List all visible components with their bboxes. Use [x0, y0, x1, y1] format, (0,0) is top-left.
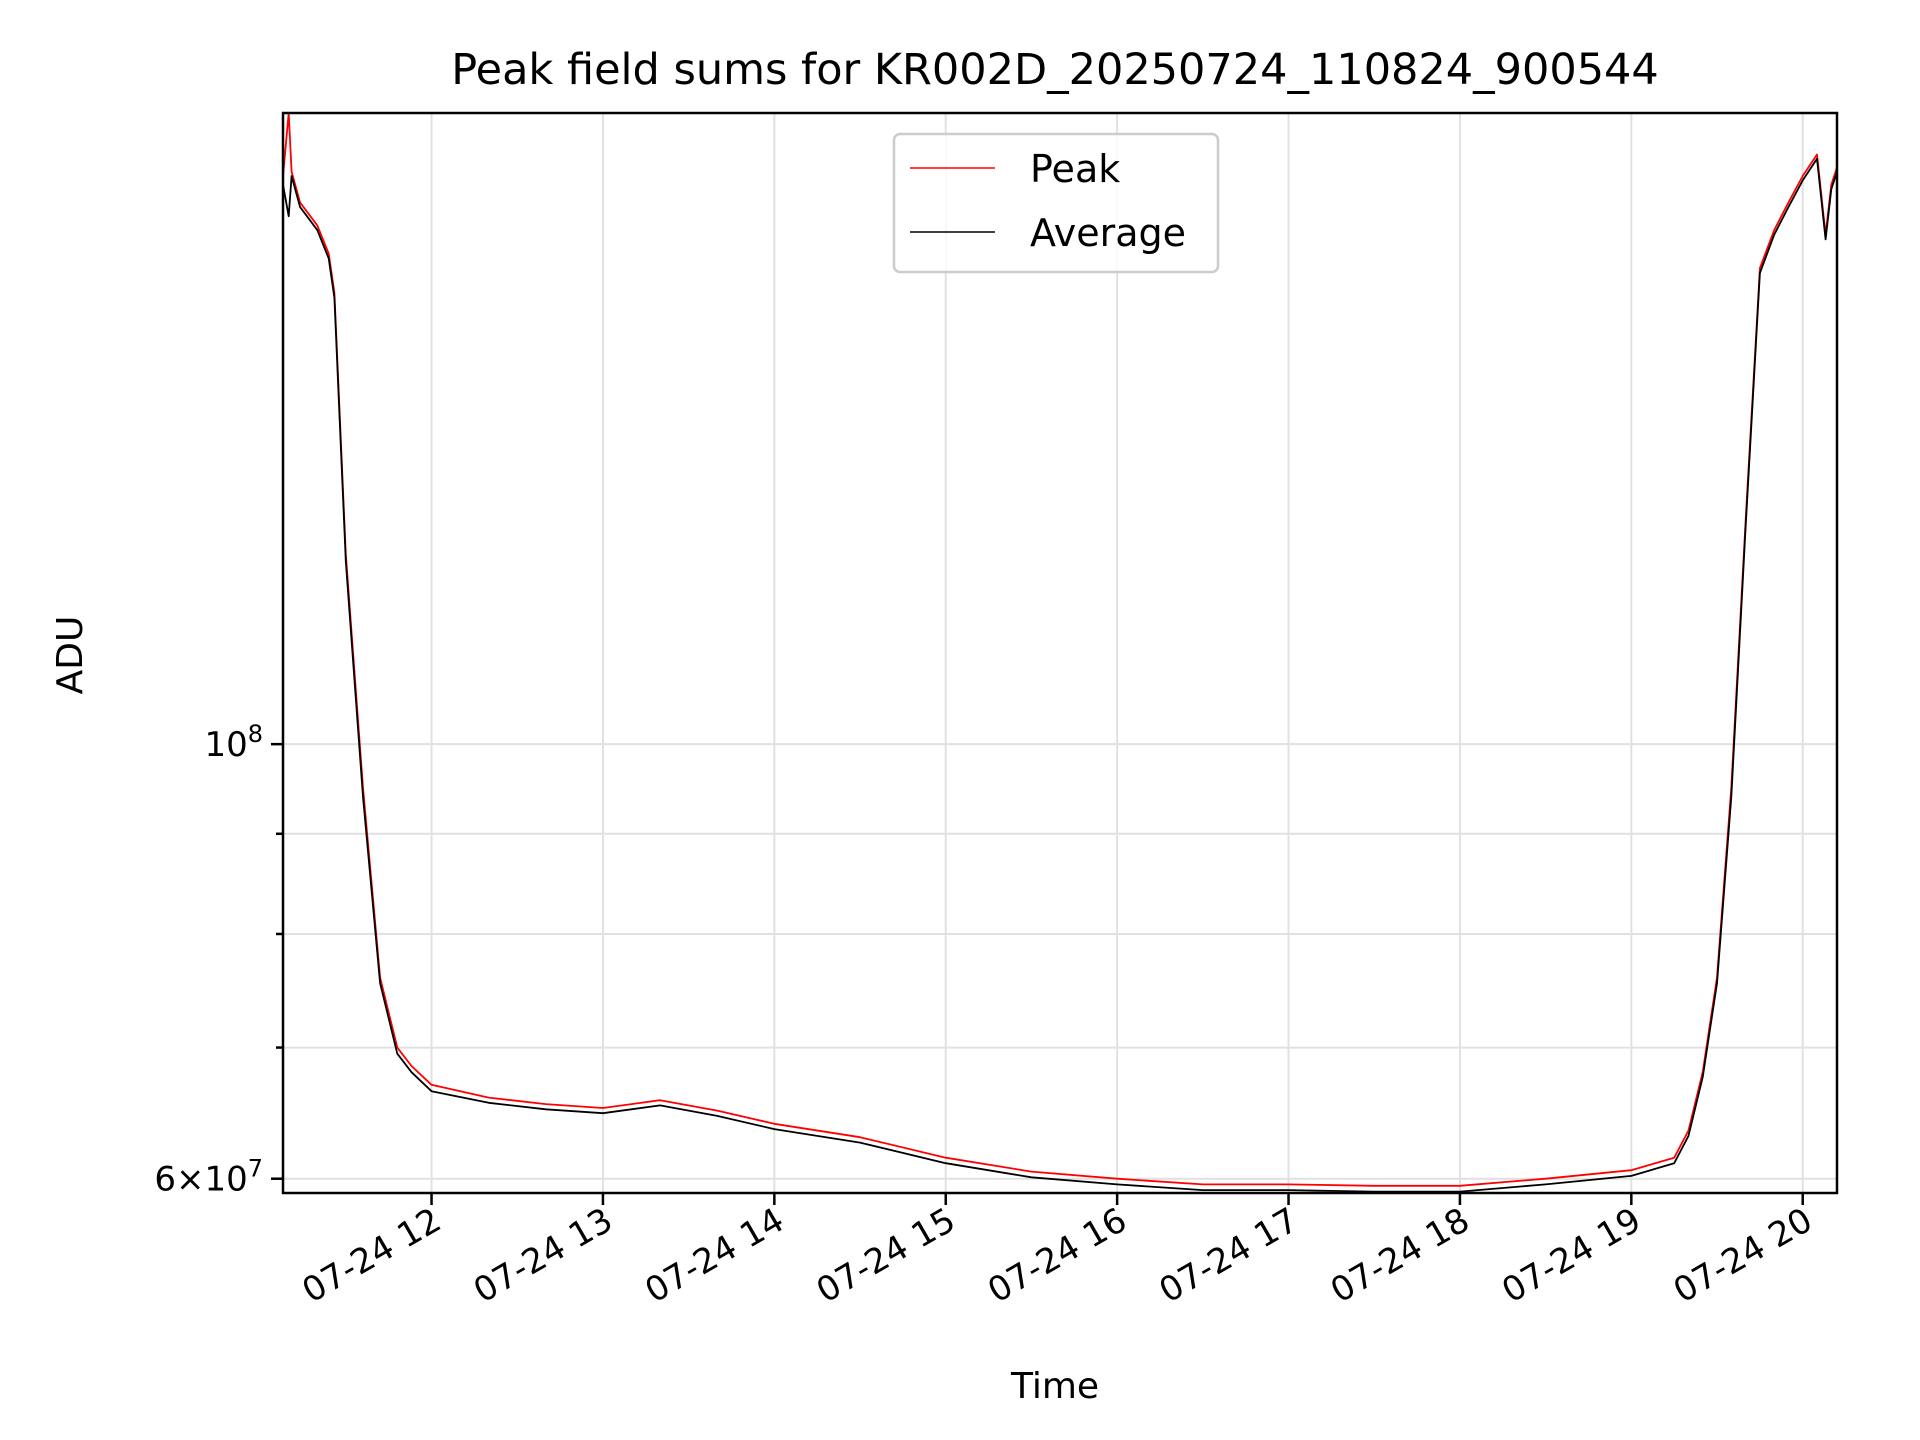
y-tick-label-exponent: 7 [248, 1155, 263, 1183]
y-tick-label: 6×107 [154, 1155, 263, 1200]
legend-label-average: Average [1030, 211, 1186, 255]
plot-frame [281, 111, 1839, 1195]
series-lines [282, 112, 1838, 1193]
y-axis-label: ADU [50, 616, 91, 695]
x-axis-label: Time [1010, 1366, 1099, 1407]
y-tick-label-base: 10 [204, 725, 247, 765]
chart-title: Peak field sums for KR002D_20250724_1108… [451, 45, 1659, 95]
grid [283, 113, 1837, 1193]
y-tick-label-exponent: 8 [248, 720, 263, 748]
legend: Peak Average [892, 132, 1220, 274]
y-tick-label: 108 [204, 720, 263, 765]
series-line-average [282, 157, 1838, 1193]
legend-label-peak: Peak [1030, 147, 1120, 191]
y-tick-label-base: 6×10 [154, 1160, 247, 1200]
